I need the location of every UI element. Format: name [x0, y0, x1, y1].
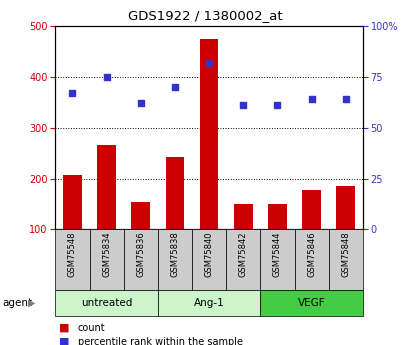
Text: Ang-1: Ang-1 — [193, 298, 224, 308]
Bar — [131, 203, 150, 229]
Bar — [55, 229, 89, 290]
Bar — [55, 290, 157, 316]
Bar — [165, 157, 184, 229]
Bar — [267, 204, 286, 229]
Bar — [97, 146, 116, 229]
Text: percentile rank within the sample: percentile rank within the sample — [78, 337, 242, 345]
Point — [137, 100, 144, 106]
Text: GDS1922 / 1380002_at: GDS1922 / 1380002_at — [127, 9, 282, 22]
Text: GSM75846: GSM75846 — [306, 231, 315, 277]
Bar — [233, 204, 252, 229]
Text: ▶: ▶ — [28, 298, 35, 308]
Bar — [335, 186, 354, 229]
Bar — [260, 290, 362, 316]
Text: untreated: untreated — [81, 298, 132, 308]
Point — [103, 74, 110, 79]
Text: ■: ■ — [59, 337, 70, 345]
Bar — [328, 229, 362, 290]
Bar — [301, 190, 320, 229]
Bar — [199, 39, 218, 229]
Text: GSM75842: GSM75842 — [238, 231, 247, 277]
Text: GSM75548: GSM75548 — [68, 231, 77, 277]
Bar — [260, 229, 294, 290]
Text: count: count — [78, 323, 105, 333]
Bar — [157, 229, 191, 290]
Text: GSM75836: GSM75836 — [136, 231, 145, 277]
Point — [205, 60, 212, 65]
Point — [274, 102, 280, 108]
Bar — [124, 229, 157, 290]
Point — [342, 96, 348, 102]
Text: GSM75834: GSM75834 — [102, 231, 111, 277]
Text: GSM75840: GSM75840 — [204, 231, 213, 277]
Point — [308, 96, 314, 102]
Bar — [226, 229, 260, 290]
Bar — [157, 290, 260, 316]
Bar — [191, 229, 226, 290]
Text: GSM75848: GSM75848 — [340, 231, 349, 277]
Text: VEGF: VEGF — [297, 298, 325, 308]
Bar — [63, 175, 82, 229]
Bar — [294, 229, 328, 290]
Point — [239, 102, 246, 108]
Point — [69, 90, 76, 96]
Bar — [89, 229, 124, 290]
Text: GSM75844: GSM75844 — [272, 231, 281, 277]
Text: GSM75838: GSM75838 — [170, 231, 179, 277]
Text: agent: agent — [2, 298, 32, 308]
Point — [171, 84, 178, 90]
Text: ■: ■ — [59, 323, 70, 333]
